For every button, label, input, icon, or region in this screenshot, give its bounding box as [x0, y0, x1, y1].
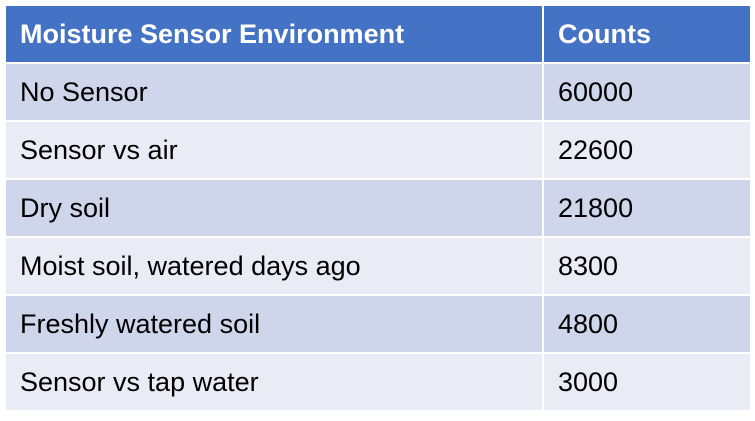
- table-row: Dry soil 21800: [4, 178, 752, 238]
- header-environment: Moisture Sensor Environment: [4, 4, 544, 64]
- cell-environment: Freshly watered soil: [4, 294, 544, 354]
- cell-environment: Sensor vs air: [4, 120, 544, 180]
- cell-counts: 8300: [542, 236, 752, 296]
- cell-counts: 4800: [542, 294, 752, 354]
- table-row: Freshly watered soil 4800: [4, 294, 752, 354]
- cell-counts: 3000: [542, 352, 752, 412]
- header-counts: Counts: [542, 4, 752, 64]
- table-row: No Sensor 60000: [4, 62, 752, 122]
- cell-environment: Moist soil, watered days ago: [4, 236, 544, 296]
- cell-environment: Dry soil: [4, 178, 544, 238]
- table-row: Sensor vs tap water 3000: [4, 352, 752, 412]
- cell-environment: No Sensor: [4, 62, 544, 122]
- table-body: No Sensor 60000 Sensor vs air 22600 Dry …: [4, 62, 752, 412]
- moisture-sensor-table: Moisture Sensor Environment Counts No Se…: [4, 4, 752, 412]
- header-row: Moisture Sensor Environment Counts: [4, 4, 752, 64]
- cell-environment: Sensor vs tap water: [4, 352, 544, 412]
- table-row: Moist soil, watered days ago 8300: [4, 236, 752, 296]
- cell-counts: 21800: [542, 178, 752, 238]
- table-row: Sensor vs air 22600: [4, 120, 752, 180]
- moisture-table-container: Moisture Sensor Environment Counts No Se…: [4, 4, 752, 412]
- table-header: Moisture Sensor Environment Counts: [4, 4, 752, 64]
- cell-counts: 22600: [542, 120, 752, 180]
- cell-counts: 60000: [542, 62, 752, 122]
